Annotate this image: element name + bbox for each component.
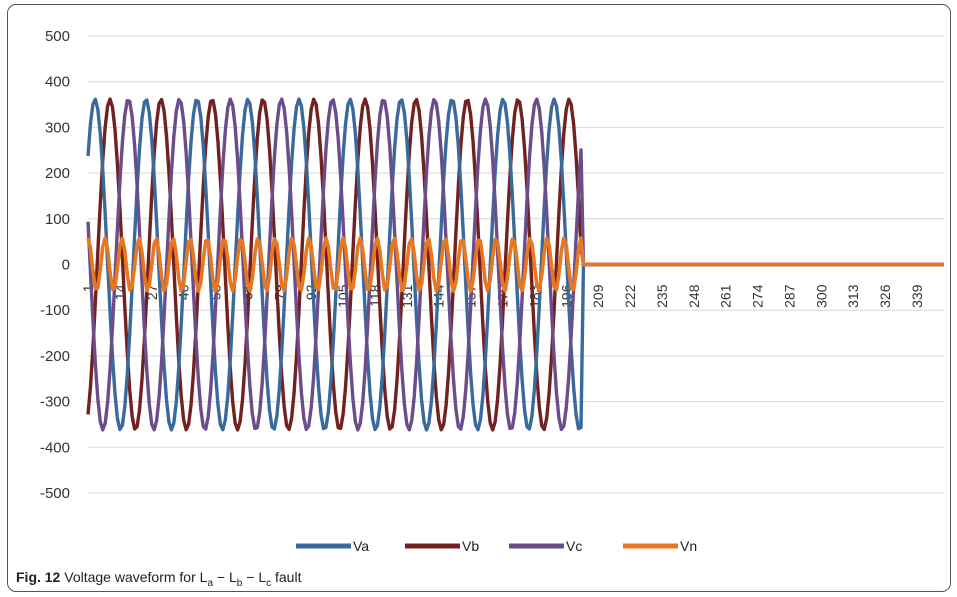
y-tick-label: 300	[45, 119, 70, 136]
formula-symbol: L	[228, 569, 237, 585]
y-tick-label: -400	[40, 439, 70, 456]
formula-subscript: a	[207, 577, 214, 589]
y-tick-label: 100	[45, 211, 70, 228]
legend-label-vn: Vn	[680, 538, 697, 554]
y-tick-label: -500	[40, 485, 70, 502]
x-tick-label: 209	[590, 284, 606, 308]
formula-operator: −	[242, 569, 259, 585]
y-tick-label: 500	[45, 28, 70, 45]
formula-operator: −	[213, 569, 229, 585]
caption-text: Voltage waveform for	[64, 569, 200, 585]
legend-label-vc: Vc	[566, 538, 582, 554]
x-tick-label: 222	[622, 284, 638, 308]
legend: Va Vb Vc Vn	[296, 538, 697, 554]
x-tick-label: 1	[80, 284, 96, 292]
y-tick-label: -300	[40, 394, 70, 411]
x-tick-label: 287	[781, 284, 797, 308]
x-tick-label: 326	[877, 284, 893, 308]
x-tick-label: 261	[718, 284, 734, 308]
x-tick-label: 339	[909, 284, 925, 308]
series-line-vn	[86, 236, 944, 293]
figure-label: Fig. 12	[16, 569, 61, 585]
formula-symbol: L	[258, 569, 267, 585]
series-lines	[86, 97, 944, 432]
x-tick-label: 274	[750, 284, 766, 308]
x-tick-label: 313	[845, 284, 861, 308]
y-tick-label: 400	[45, 74, 70, 91]
y-axis-ticks: 500 400 300 200 100 0 -100 -200 -300 -400 -500	[40, 28, 70, 502]
figure-caption: Fig. 12 Voltage waveform for La − Lb − L…	[16, 569, 301, 589]
y-tick-label: 0	[62, 257, 70, 274]
y-tick-label: -200	[40, 348, 70, 365]
y-tick-label: -100	[40, 302, 70, 319]
formula-symbol: L	[199, 569, 208, 585]
legend-label-va: Va	[353, 538, 369, 554]
x-tick-label: 235	[654, 284, 670, 308]
x-tick-label: 248	[686, 284, 702, 308]
formula-subscript: c	[266, 577, 272, 589]
x-tick-label: 300	[813, 284, 829, 308]
formula-subscript: b	[236, 577, 243, 589]
caption-formula: La − Lb − Lc	[199, 569, 271, 589]
legend-label-vb: Vb	[462, 538, 479, 554]
y-tick-label: 200	[45, 165, 70, 182]
caption-suffix: fault	[271, 569, 302, 585]
